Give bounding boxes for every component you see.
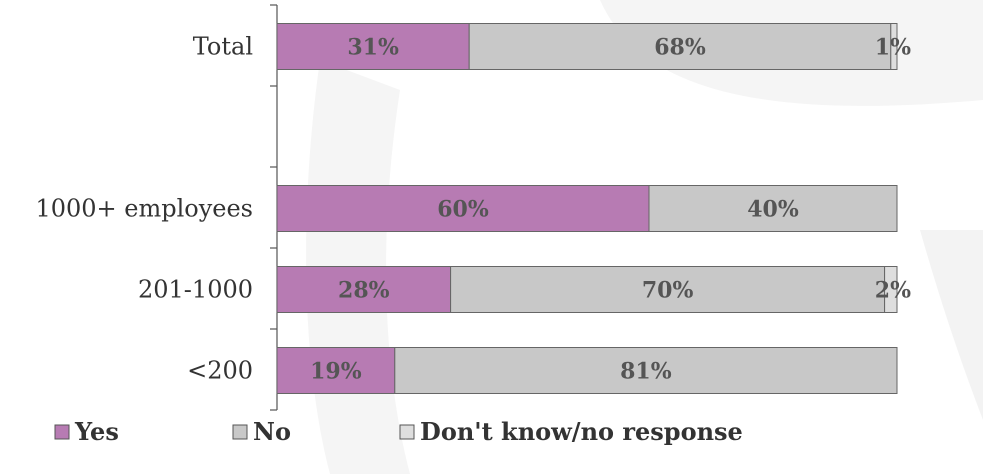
legend-item: Yes	[54, 417, 119, 446]
legend-label: Don't know/no response	[420, 417, 743, 446]
data-label: 70%	[642, 278, 694, 304]
legend-label: No	[253, 417, 291, 446]
data-label: 68%	[654, 35, 706, 61]
data-label: 19%	[310, 359, 362, 385]
category-label: 201-1000	[138, 276, 253, 304]
legend-item: No	[232, 417, 291, 446]
data-labels: 31% 68% 1% 60% 40% 28% 70% 2% 19% 81%	[310, 35, 911, 385]
category-label: Total	[193, 33, 253, 61]
category-labels: Total 1000+ employees 201-1000 <200	[35, 33, 253, 385]
legend-swatch	[54, 424, 70, 440]
category-label: 1000+ employees	[35, 195, 253, 223]
category-label: <200	[187, 357, 253, 385]
data-label: 31%	[347, 35, 399, 61]
legend-label: Yes	[74, 417, 119, 446]
legend: Yes No Don't know/no response	[54, 417, 743, 446]
data-label: 60%	[437, 197, 489, 223]
data-label: 1%	[875, 35, 911, 61]
data-label: 2%	[875, 278, 911, 304]
category-axis	[270, 4, 278, 411]
background-watermark	[306, 0, 983, 474]
bar-segment-yes	[276, 266, 452, 313]
bar-segment-no	[468, 23, 892, 70]
bar-segment-no	[394, 347, 898, 394]
bar-segment-don-t-know-no-response	[890, 23, 898, 70]
bar-segment-yes	[276, 185, 650, 232]
bars	[276, 23, 898, 394]
bar-segment-no	[450, 266, 886, 313]
bar-segment-yes	[276, 347, 396, 394]
legend-swatch	[399, 424, 415, 440]
legend-swatch	[232, 424, 248, 440]
data-label: 40%	[747, 197, 799, 223]
bar-segment-no	[648, 185, 898, 232]
bar-segment-yes	[276, 23, 470, 70]
data-label: 81%	[620, 359, 672, 385]
legend-item: Don't know/no response	[399, 417, 743, 446]
data-label: 28%	[338, 278, 390, 304]
bar-segment-don-t-know-no-response	[884, 266, 898, 313]
